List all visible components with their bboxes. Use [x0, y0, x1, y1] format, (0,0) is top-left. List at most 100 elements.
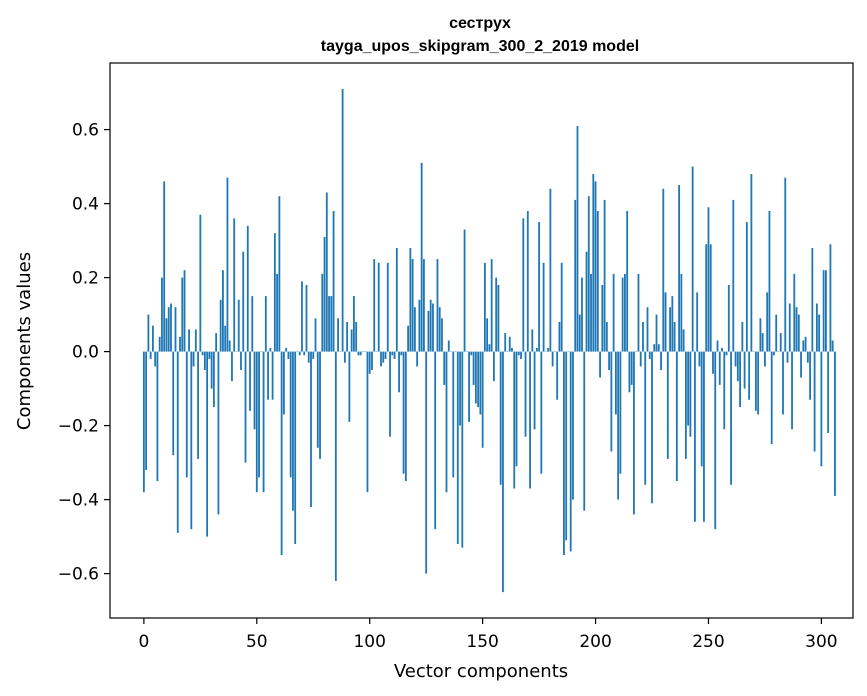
- bar-285: [786, 351, 789, 363]
- bar-224: [648, 351, 651, 359]
- bar-33: [217, 351, 220, 515]
- bar-58: [273, 233, 276, 352]
- bar-275: [764, 351, 766, 367]
- bar-233: [669, 307, 671, 352]
- bar-148: [477, 351, 480, 408]
- bar-197: [587, 196, 590, 352]
- bar-291: [800, 351, 802, 378]
- bar-211: [619, 351, 622, 474]
- bar-305: [831, 340, 834, 352]
- y-axis-ticks: −0.6 −0.4 −0.2 0.0 0.2 0.4 0.6: [58, 121, 110, 585]
- bar-120: [413, 307, 416, 352]
- bar-48: [251, 296, 254, 352]
- bar-262: [734, 351, 737, 367]
- bar-245: [696, 292, 699, 352]
- bar-105: [380, 351, 382, 367]
- bar-166: [517, 351, 520, 356]
- y-tick-label: 0.0: [72, 343, 99, 363]
- bar-191: [574, 199, 577, 352]
- bar-230: [662, 188, 665, 352]
- bar-205: [605, 322, 608, 352]
- bar-276: [766, 292, 769, 352]
- bar-23: [194, 329, 197, 352]
- bar-278: [770, 351, 773, 445]
- bar-154: [490, 259, 493, 352]
- bar-59: [276, 273, 279, 352]
- bar-259: [727, 285, 730, 352]
- bar-222: [644, 351, 647, 485]
- bar-261: [732, 199, 735, 352]
- bar-16: [179, 336, 181, 352]
- bar-273: [759, 318, 762, 352]
- bar-46: [246, 225, 249, 352]
- bar-104: [377, 262, 380, 352]
- bar-250: [707, 207, 710, 352]
- bar-159: [502, 351, 504, 593]
- bar-54: [264, 296, 267, 352]
- bar-169: [524, 351, 527, 437]
- bar-283: [782, 351, 784, 415]
- y-axis-label: Components values: [14, 252, 35, 430]
- bar-83: [330, 296, 333, 352]
- bar-100: [368, 351, 371, 374]
- bar-195: [583, 351, 586, 511]
- bar-106: [382, 351, 385, 363]
- bar-122: [418, 299, 421, 352]
- bar-89: [343, 351, 346, 363]
- bar-229: [660, 351, 662, 371]
- bar-22: [192, 351, 195, 367]
- bar-57: [271, 351, 274, 400]
- bar-251: [709, 244, 712, 352]
- bar-279: [773, 351, 775, 356]
- bar-190: [572, 351, 574, 500]
- bar-113: [398, 351, 400, 393]
- bar-296: [811, 248, 814, 352]
- bar-130: [436, 259, 439, 352]
- bar-111: [393, 351, 396, 359]
- bar-192: [576, 125, 579, 352]
- bar-25: [199, 214, 202, 352]
- bar-280: [775, 314, 778, 352]
- bar-234: [671, 296, 674, 352]
- bar-172: [531, 329, 534, 352]
- bar-263: [736, 351, 739, 382]
- bar-220: [639, 351, 642, 367]
- bar-12: [170, 303, 172, 352]
- bar-38: [228, 340, 231, 352]
- bar-167: [520, 351, 522, 359]
- bar-118: [409, 248, 412, 352]
- bar-189: [569, 351, 572, 552]
- bar-204: [603, 199, 606, 352]
- bar-110: [391, 351, 394, 356]
- bar-156: [495, 277, 498, 352]
- bar-187: [565, 351, 568, 541]
- bar-236: [675, 351, 678, 482]
- bar-271: [754, 351, 757, 411]
- bar-194: [581, 277, 583, 352]
- bar-123: [420, 162, 423, 352]
- bar-2: [147, 314, 150, 352]
- bar-147: [474, 351, 477, 404]
- bar-294: [806, 351, 809, 363]
- bar-65: [289, 351, 292, 478]
- bar-202: [599, 351, 601, 378]
- bar-235: [673, 322, 676, 352]
- bar-145: [470, 351, 473, 356]
- bar-40: [233, 218, 236, 352]
- bar-174: [535, 347, 538, 352]
- bar-20: [188, 329, 190, 352]
- bar-209: [614, 351, 617, 415]
- bar-216: [630, 351, 633, 385]
- bar-140: [459, 351, 461, 426]
- bar-203: [601, 285, 604, 352]
- bar-150: [481, 351, 484, 448]
- bar-163: [511, 347, 513, 352]
- bar-82: [328, 296, 330, 352]
- bar-134: [445, 351, 448, 493]
- x-tick-label: 300: [805, 632, 837, 652]
- bar-67: [294, 351, 297, 544]
- bar-160: [504, 333, 507, 352]
- y-tick-label: −0.6: [58, 565, 99, 585]
- bar-254: [716, 340, 719, 352]
- bar-8: [161, 277, 163, 352]
